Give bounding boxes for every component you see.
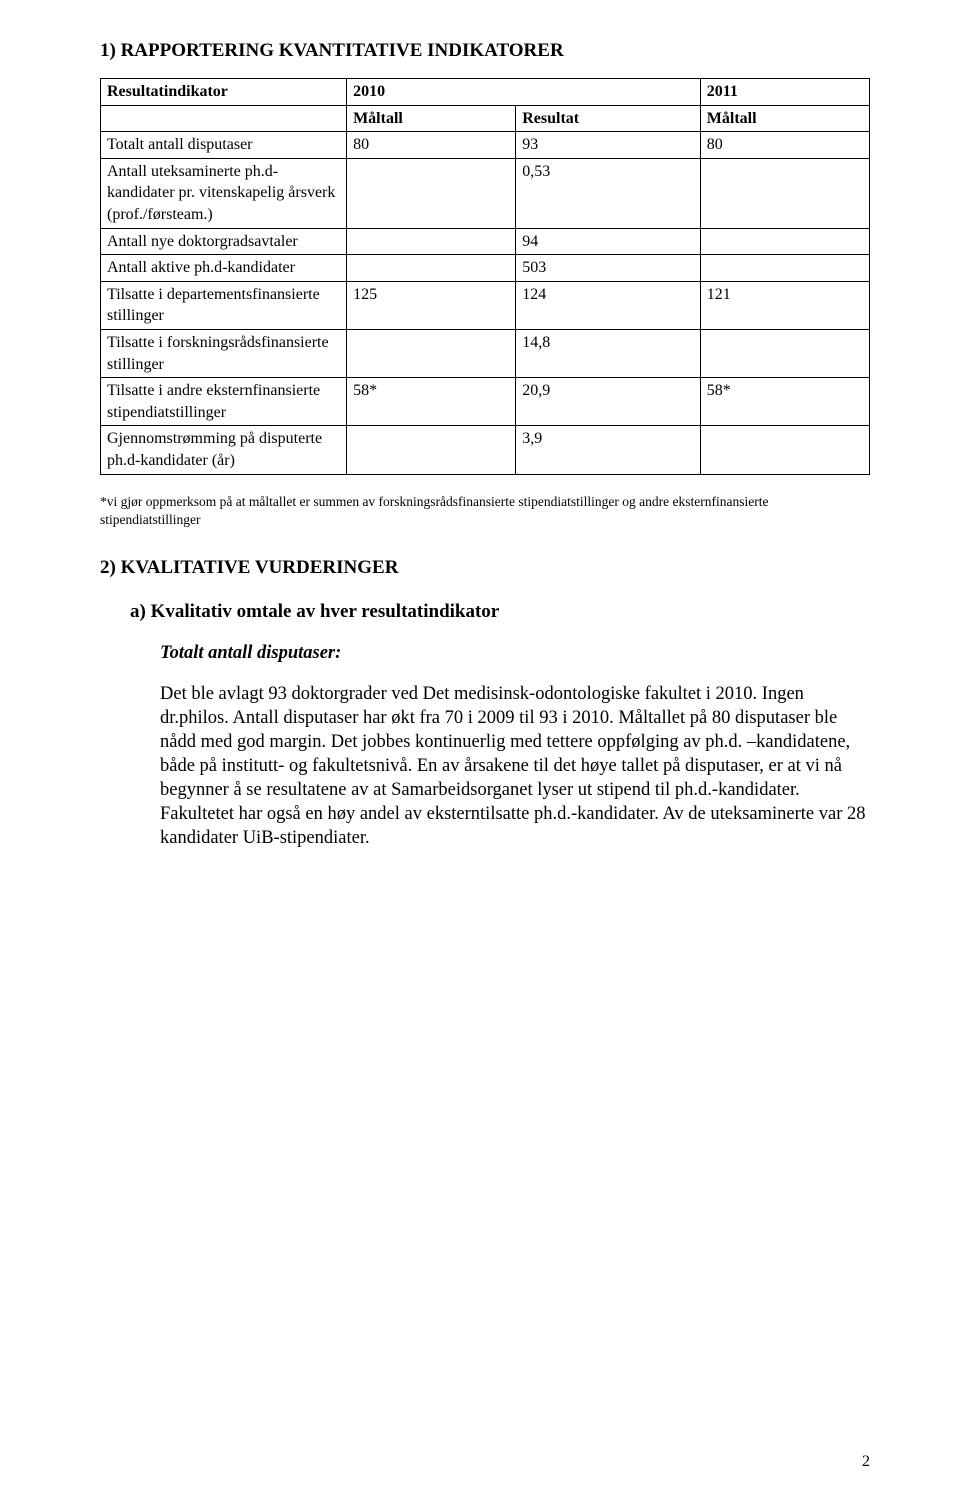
th-indicator: Resultatindikator [101, 79, 347, 106]
row-c3: 58* [700, 378, 869, 426]
th-2011: 2011 [700, 79, 869, 106]
th-2010-span [516, 79, 701, 106]
row-c2: 93 [516, 132, 701, 159]
row-c2: 124 [516, 281, 701, 329]
row-c1 [347, 329, 516, 377]
row-label: Gjennomstrømming på disputerte ph.d-kand… [101, 426, 347, 474]
page-number: 2 [862, 1453, 870, 1471]
table-row: Gjennomstrømming på disputerte ph.d-kand… [101, 426, 870, 474]
table-row: Tilsatte i forskningsrådsfinansierte sti… [101, 329, 870, 377]
section2-subhead: Totalt antall disputaser: [160, 643, 870, 664]
row-c1 [347, 228, 516, 255]
row-c1: 58* [347, 378, 516, 426]
row-c3: 80 [700, 132, 869, 159]
th-maltall1: Måltall [347, 105, 516, 132]
row-label: Totalt antall disputaser [101, 132, 347, 159]
row-c3 [700, 329, 869, 377]
row-label: Tilsatte i departementsfinansierte still… [101, 281, 347, 329]
section2-item-a: a) Kvalitativ omtale av hver resultatind… [130, 601, 870, 623]
table-row: Tilsatte i andre eksternfinansierte stip… [101, 378, 870, 426]
table-header-row-2: Måltall Resultat Måltall [101, 105, 870, 132]
table-row: Antall nye doktorgradsavtaler 94 [101, 228, 870, 255]
row-c2: 20,9 [516, 378, 701, 426]
row-c2: 0,53 [516, 158, 701, 228]
table-row: Antall uteksaminerte ph.d-kandidater pr.… [101, 158, 870, 228]
row-c1 [347, 426, 516, 474]
document-page: 1) RAPPORTERING KVANTITATIVE INDIKATORER… [0, 0, 960, 1501]
row-c1: 80 [347, 132, 516, 159]
row-label: Tilsatte i andre eksternfinansierte stip… [101, 378, 347, 426]
row-c1: 125 [347, 281, 516, 329]
table-header-row-1: Resultatindikator 2010 2011 [101, 79, 870, 106]
th-blank [101, 105, 347, 132]
table-row: Antall aktive ph.d-kandidater 503 [101, 255, 870, 282]
row-label: Tilsatte i forskningsrådsfinansierte sti… [101, 329, 347, 377]
row-c3: 121 [700, 281, 869, 329]
table-row: Tilsatte i departementsfinansierte still… [101, 281, 870, 329]
row-c3 [700, 426, 869, 474]
row-c1 [347, 158, 516, 228]
row-label: Antall uteksaminerte ph.d-kandidater pr.… [101, 158, 347, 228]
th-resultat: Resultat [516, 105, 701, 132]
th-maltall2: Måltall [700, 105, 869, 132]
th-2010: 2010 [347, 79, 516, 106]
row-label: Antall nye doktorgradsavtaler [101, 228, 347, 255]
table-footnote: *vi gjør oppmerksom på at måltallet er s… [100, 493, 870, 529]
section2-title: 2) KVALITATIVE VURDERINGER [100, 557, 870, 579]
section2-paragraph: Det ble avlagt 93 doktorgrader ved Det m… [160, 682, 866, 850]
indicator-table: Resultatindikator 2010 2011 Måltall Resu… [100, 78, 870, 475]
row-c2: 94 [516, 228, 701, 255]
row-c2: 503 [516, 255, 701, 282]
row-label: Antall aktive ph.d-kandidater [101, 255, 347, 282]
row-c3 [700, 255, 869, 282]
row-c3 [700, 228, 869, 255]
row-c1 [347, 255, 516, 282]
row-c3 [700, 158, 869, 228]
row-c2: 3,9 [516, 426, 701, 474]
section1-title: 1) RAPPORTERING KVANTITATIVE INDIKATORER [100, 40, 870, 62]
row-c2: 14,8 [516, 329, 701, 377]
table-row: Totalt antall disputaser 80 93 80 [101, 132, 870, 159]
